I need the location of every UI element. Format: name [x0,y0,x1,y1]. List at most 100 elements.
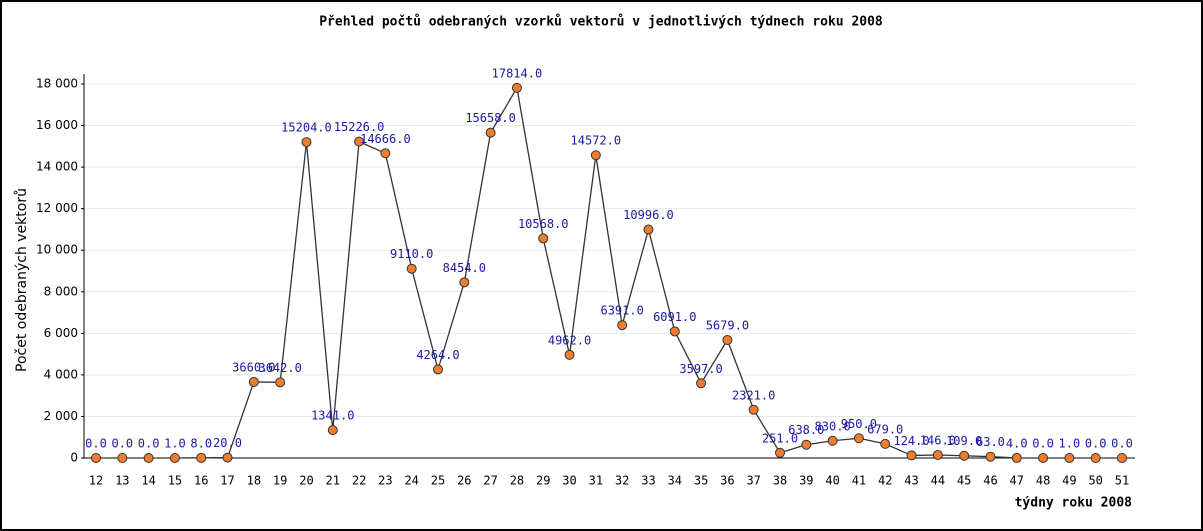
x-tick-label: 31 [589,474,603,488]
x-tick-label: 14 [141,474,155,488]
x-tick-label: 27 [483,474,497,488]
data-label: 6391.0 [600,304,643,318]
data-point [643,224,654,235]
x-tick-label: 25 [431,474,445,488]
data-point [775,447,785,458]
data-label: 3642.0 [258,361,301,375]
data-point [169,452,180,463]
x-axis-title: týdny roku 2008 [1015,496,1133,511]
x-tick-label: 17 [220,474,234,488]
data-label: 638.0 [788,423,824,437]
x-tick-label: 36 [720,474,734,488]
x-tick-label: 45 [957,474,971,488]
x-tick-label: 46 [983,474,997,488]
x-tick-label: 13 [115,474,129,488]
x-tick-label: 19 [273,474,287,488]
data-point [354,136,365,147]
data-label: 0.0 [85,437,107,451]
data-point [932,449,943,460]
data-label: 15658.0 [465,111,516,125]
data-label: 63.0 [976,435,1005,449]
y-tick-label: 4 000 [44,367,78,381]
data-point [196,452,207,463]
x-tick-label: 12 [89,474,103,488]
y-axis-title: Počet odebraných vektorů [14,188,30,372]
data-label: 3597.0 [679,362,722,376]
data-point [696,378,707,389]
data-label: 1.0 [1059,436,1081,450]
x-tick-label: 32 [615,474,629,488]
data-point [459,277,470,288]
x-tick-label: 20 [299,474,313,488]
x-tick-label: 44 [931,474,945,488]
data-label: 109.0 [946,434,982,448]
x-tick-label: 30 [562,474,576,488]
data-label: 0.0 [111,437,133,451]
chart-title: Přehled počtů odebraných vzorků vektorů … [319,15,883,30]
data-point [1064,452,1075,463]
data-point [143,453,154,463]
data-label: 15204.0 [281,121,332,135]
data-point [801,439,812,450]
data-label: 0.0 [138,437,160,451]
data-point [222,452,233,463]
x-tick-label: 48 [1036,474,1050,488]
data-label: 0.0 [1032,437,1054,451]
data-label: 6091.0 [653,310,696,324]
data-point [91,453,101,463]
y-tick-label: 18 000 [36,77,78,91]
data-point [433,364,443,375]
x-tick-label: 39 [799,474,813,488]
data-point [275,377,286,388]
x-tick-label: 34 [668,474,682,488]
x-tick-label: 28 [510,474,524,488]
data-label: 17814.0 [492,66,543,80]
data-point [985,451,996,462]
data-point [248,376,259,387]
data-point [669,326,680,337]
data-label: 14666.0 [360,132,411,146]
x-tick-label: 15 [168,474,182,488]
y-tick-label: 14 000 [36,160,78,174]
x-tick-label: 33 [641,474,655,488]
x-tick-label: 16 [194,474,208,488]
data-label: 15226.0 [334,120,385,134]
data-point [1090,453,1101,463]
data-point [117,453,128,463]
x-tick-label: 23 [378,474,392,488]
data-label: 1.0 [164,436,186,450]
x-tick-label: 42 [878,474,892,488]
data-label: 10996.0 [623,208,674,222]
data-point [1011,452,1022,463]
x-tick-label: 43 [904,474,918,488]
data-label: 8.0 [190,436,212,450]
data-point [827,435,838,446]
x-tick-label: 41 [852,474,866,488]
data-label: 3660.0 [232,360,275,374]
data-label: 4962.0 [548,333,591,347]
data-point [1117,453,1127,463]
data-label: 10568.0 [518,217,569,231]
y-tick-label: 0 [70,451,78,465]
x-tick-label: 35 [694,474,708,488]
data-point [880,438,891,449]
x-tick-label: 37 [746,474,760,488]
y-tick-label: 10 000 [36,243,78,257]
data-point [538,233,549,244]
x-tick-label: 40 [825,474,839,488]
data-label: 146.0 [920,433,956,447]
x-tick-label: 22 [352,474,366,488]
data-point [959,450,970,461]
data-point [380,148,391,159]
data-label: 2321.0 [732,388,775,402]
data-label: 8454.0 [443,261,486,275]
data-point [564,349,575,360]
data-label: 9110.0 [390,247,433,261]
data-label: 5679.0 [706,319,749,333]
y-tick-label: 8 000 [44,284,78,298]
data-label: 1341.0 [311,409,354,423]
y-tick-label: 16 000 [36,118,78,132]
data-label: 124.0 [893,434,929,448]
